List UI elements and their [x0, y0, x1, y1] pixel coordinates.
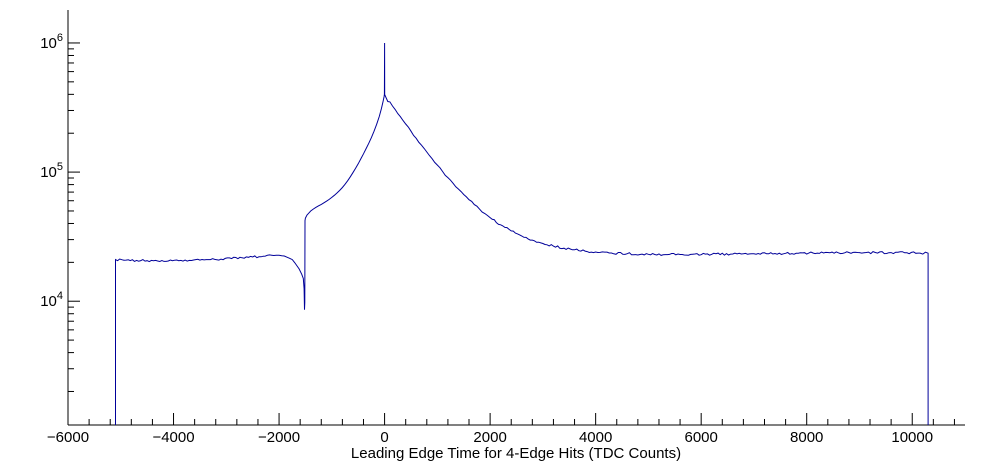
x-tick-label: −6000	[47, 429, 89, 446]
x-tick-label: 6000	[684, 429, 717, 446]
y-tick-label: 105	[40, 161, 63, 181]
x-tick-label: −4000	[152, 429, 194, 446]
x-tick-label: 2000	[473, 429, 506, 446]
x-tick-label: 0	[380, 429, 388, 446]
series-layer	[115, 42, 929, 425]
x-axis-title: Leading Edge Time for 4-Edge Hits (TDC C…	[351, 445, 681, 462]
y-tick-label: 106	[40, 32, 63, 52]
leading-edge-time-histogram	[115, 42, 929, 425]
x-tick-label: 4000	[579, 429, 612, 446]
y-tick-label: 104	[40, 290, 63, 310]
x-tick-label: 10000	[891, 429, 933, 446]
x-tick-label: −2000	[258, 429, 300, 446]
axes-layer: −6000 −4000 −2000 0 2000 4000 6000 8000 10000 104…	[40, 10, 965, 446]
x-tick-label: 8000	[790, 429, 823, 446]
